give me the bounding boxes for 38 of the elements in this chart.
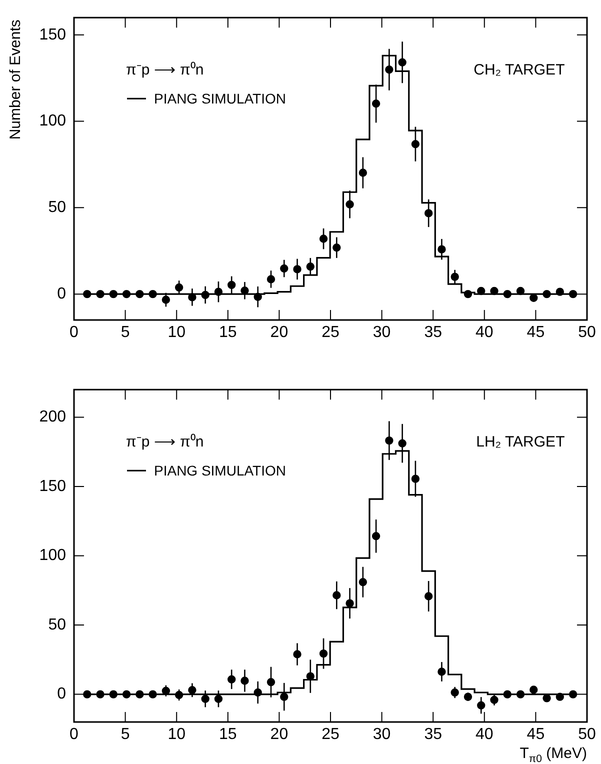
y-tick-label: 50 bbox=[48, 199, 66, 216]
x-tick-label: 15 bbox=[219, 324, 237, 342]
x-tick-label: 15 bbox=[219, 726, 237, 744]
annotation: LH₂ TARGET bbox=[476, 434, 565, 451]
y-axis-title: Number of Events bbox=[7, 20, 24, 140]
annotation: π⁻p ⟶ π⁰n bbox=[126, 62, 204, 79]
x-tick-label: 10 bbox=[168, 324, 186, 342]
y-tick-label: 150 bbox=[39, 26, 66, 44]
x-tick-label: 5 bbox=[120, 726, 130, 744]
x-tick-label: 5 bbox=[120, 324, 130, 342]
x-tick-label: 10 bbox=[168, 726, 186, 744]
x-tick-label: 50 bbox=[578, 726, 596, 744]
x-tick-label: 30 bbox=[372, 726, 391, 744]
legend-label: PIANG SIMULATION bbox=[154, 462, 286, 479]
y-tick-label: 200 bbox=[39, 408, 66, 426]
x-tick-label: 30 bbox=[372, 324, 391, 342]
x-tick-label: 45 bbox=[526, 726, 545, 744]
x-tick-label: 35 bbox=[424, 726, 442, 744]
x-tick-label: 25 bbox=[322, 726, 340, 744]
x-tick-label: 20 bbox=[270, 324, 288, 342]
x-tick-label: 20 bbox=[270, 726, 288, 744]
x-tick-label: 40 bbox=[476, 324, 494, 342]
annotation: π⁻p ⟶ π⁰n bbox=[126, 434, 204, 451]
x-tick-label: 0 bbox=[70, 726, 79, 744]
annotation: CH₂ TARGET bbox=[474, 62, 565, 79]
x-tick-label: 40 bbox=[476, 726, 494, 744]
x-tick-label: 35 bbox=[424, 324, 442, 342]
y-tick-label: 0 bbox=[57, 686, 66, 703]
x-tick-label: 0 bbox=[70, 324, 79, 342]
x-tick-label: 45 bbox=[526, 324, 545, 342]
legend-label: PIANG SIMULATION bbox=[154, 90, 286, 107]
x-tick-label: 25 bbox=[322, 324, 340, 342]
y-tick-label: 50 bbox=[48, 616, 66, 634]
y-tick-label: 150 bbox=[39, 478, 66, 495]
y-tick-label: 100 bbox=[39, 112, 66, 130]
x-tick-label: 50 bbox=[578, 324, 596, 342]
y-tick-label: 0 bbox=[57, 285, 66, 302]
y-tick-label: 100 bbox=[39, 547, 66, 564]
